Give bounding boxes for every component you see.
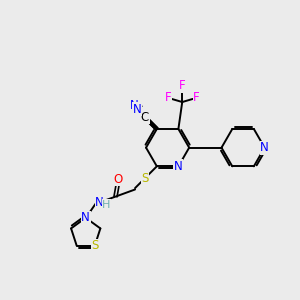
Text: N: N xyxy=(174,160,183,173)
Text: C: C xyxy=(141,110,149,124)
Text: S: S xyxy=(91,239,98,252)
Text: F: F xyxy=(165,91,171,104)
Text: F: F xyxy=(179,80,186,92)
Text: F: F xyxy=(193,91,200,104)
Text: N: N xyxy=(130,99,138,112)
Text: N: N xyxy=(81,211,90,224)
Text: N: N xyxy=(133,103,142,116)
Text: N: N xyxy=(260,141,269,154)
Text: O: O xyxy=(113,172,122,186)
Text: C: C xyxy=(134,104,142,117)
Text: N: N xyxy=(95,196,104,209)
Text: H: H xyxy=(102,200,111,210)
Text: S: S xyxy=(141,172,148,185)
